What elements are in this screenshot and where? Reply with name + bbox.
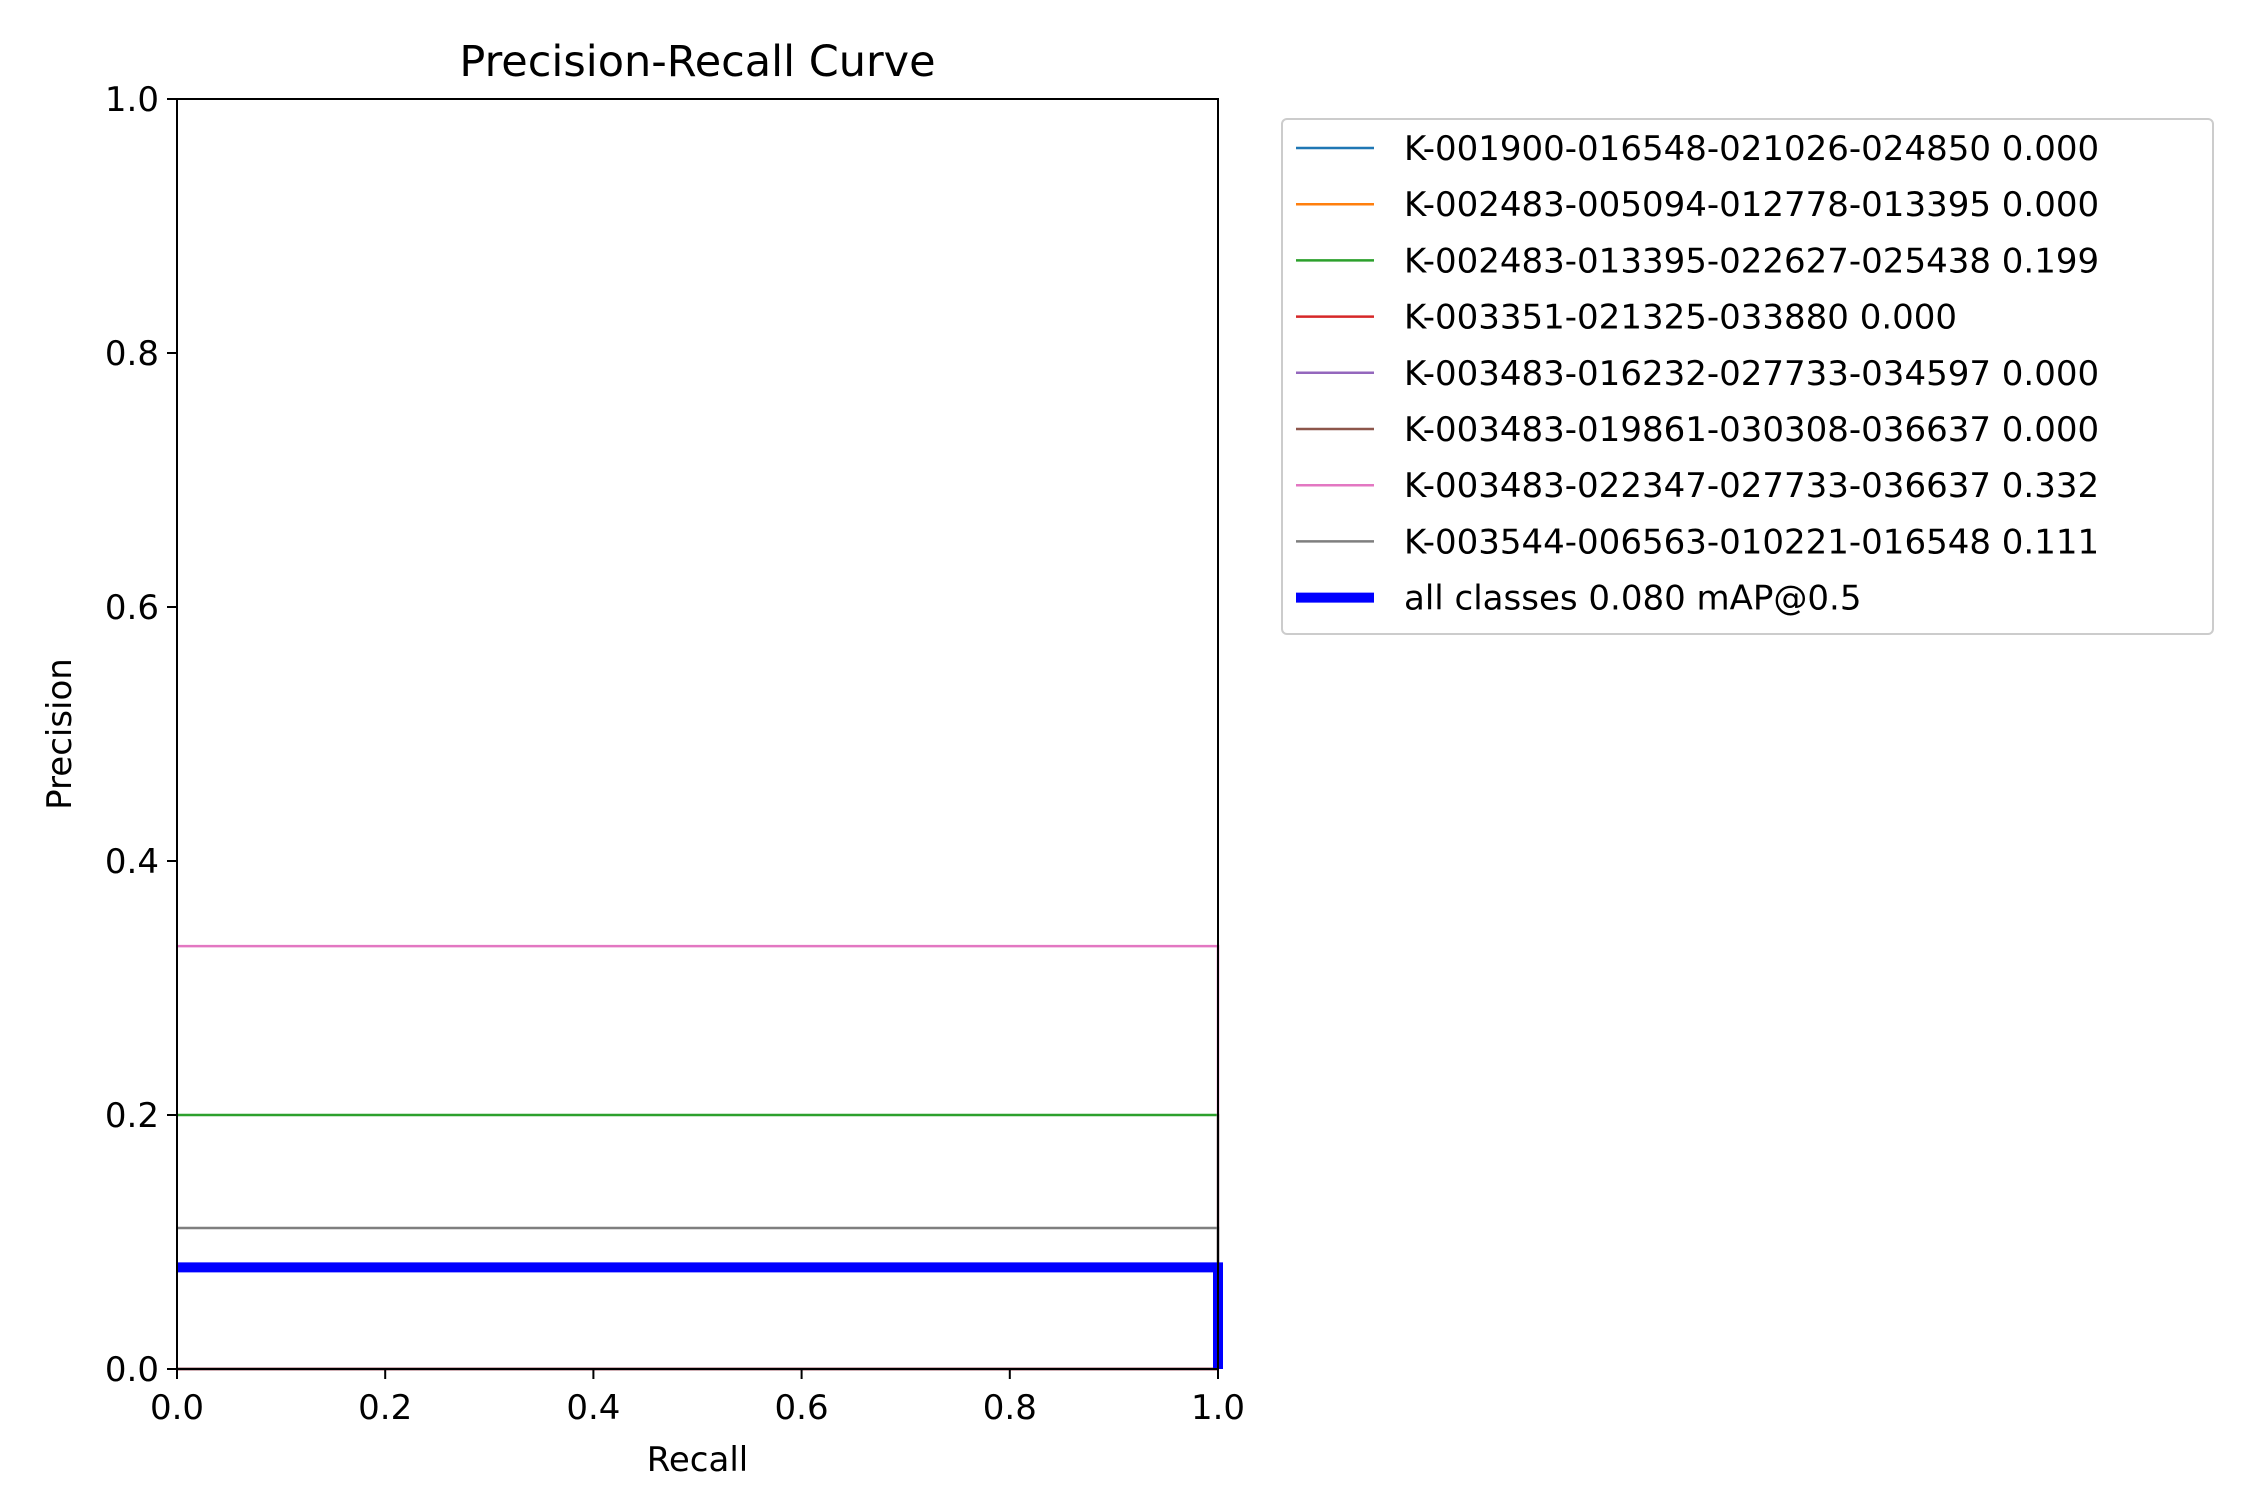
x-axis-ticks: 0.0 0.2 0.4 0.6 0.8 1.0 xyxy=(150,1369,1245,1428)
chart-title: Precision-Recall Curve xyxy=(459,37,935,87)
x-tick-label-2: 0.4 xyxy=(566,1388,620,1428)
y-tick-label-2: 0.4 xyxy=(105,842,159,882)
legend-label-7: K-003544-006563-010221-016548 0.111 xyxy=(1404,522,2099,562)
y-tick-label-3: 0.6 xyxy=(105,588,159,628)
y-tick-label-0: 0.0 xyxy=(105,1350,159,1390)
y-axis-label: Precision xyxy=(40,658,80,810)
x-tick-label-3: 0.6 xyxy=(775,1388,829,1428)
x-tick-label-4: 0.8 xyxy=(983,1388,1037,1428)
x-tick-label-1: 0.2 xyxy=(358,1388,412,1428)
legend-label-5: K-003483-019861-030308-036637 0.000 xyxy=(1404,410,2099,450)
legend-label-8: all classes 0.080 mAP@0.5 xyxy=(1404,579,1861,619)
legend-label-2: K-002483-013395-022627-025438 0.199 xyxy=(1404,241,2099,281)
y-axis-ticks: 0.0 0.2 0.4 0.6 0.8 1.0 xyxy=(105,80,177,1390)
legend-label-3: K-003351-021325-033880 0.000 xyxy=(1404,298,1957,338)
x-axis-label: Recall xyxy=(647,1440,748,1480)
axes-frame xyxy=(176,98,1219,1370)
legend-label-0: K-001900-016548-021026-024850 0.000 xyxy=(1404,129,2099,169)
y-tick-label-4: 0.8 xyxy=(105,334,159,374)
x-tick-label-5: 1.0 xyxy=(1191,1388,1245,1428)
legend-label-4: K-003483-016232-027733-034597 0.000 xyxy=(1404,354,2099,394)
legend-items: K-001900-016548-021026-024850 0.000 K-002… xyxy=(1296,129,2099,619)
y-tick-label-5: 1.0 xyxy=(105,80,159,120)
legend-label-1: K-002483-005094-012778-013395 0.000 xyxy=(1404,185,2099,225)
legend-label-6: K-003483-022347-027733-036637 0.332 xyxy=(1404,466,2099,506)
y-tick-label-1: 0.2 xyxy=(105,1096,159,1136)
x-tick-label-0: 0.0 xyxy=(150,1388,204,1428)
legend-box xyxy=(1281,118,2214,635)
legend: K-001900-016548-021026-024850 0.000 K-002… xyxy=(1281,118,2214,635)
